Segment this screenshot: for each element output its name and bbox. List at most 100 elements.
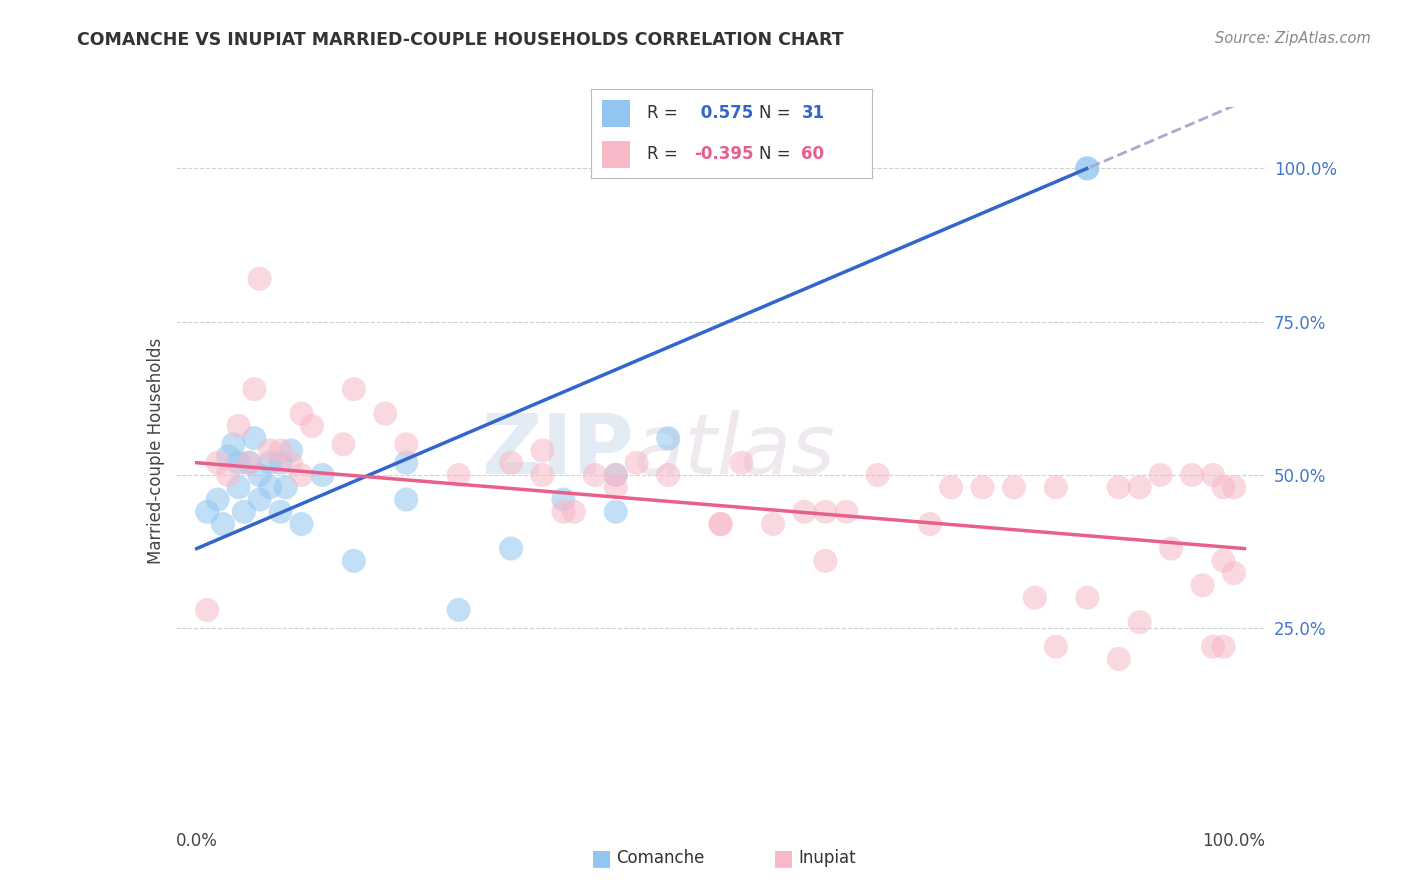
Point xyxy=(605,467,627,482)
Point xyxy=(290,467,312,482)
Text: N =: N = xyxy=(759,104,796,122)
Point xyxy=(395,456,418,470)
Point xyxy=(1181,467,1204,482)
Point xyxy=(395,437,418,451)
Point xyxy=(499,456,522,470)
Point xyxy=(762,517,785,532)
Point xyxy=(1160,541,1182,556)
Point xyxy=(343,554,366,568)
Point xyxy=(259,480,281,494)
Point xyxy=(217,467,239,482)
Point xyxy=(814,505,837,519)
Point xyxy=(301,419,323,434)
Point xyxy=(238,456,260,470)
Point xyxy=(939,480,962,494)
Text: 0.0%: 0.0% xyxy=(176,831,218,850)
Point xyxy=(228,419,250,434)
Text: R =: R = xyxy=(647,145,683,163)
Point xyxy=(553,492,575,507)
Point xyxy=(447,467,470,482)
Text: atlas: atlas xyxy=(633,410,835,491)
Point xyxy=(1202,640,1225,654)
Point xyxy=(531,443,554,458)
Point xyxy=(232,505,254,519)
Point xyxy=(1223,480,1246,494)
Point xyxy=(311,467,333,482)
Point xyxy=(583,467,606,482)
Point xyxy=(835,505,858,519)
Point xyxy=(1129,480,1152,494)
Point xyxy=(1076,161,1098,176)
Point xyxy=(1212,480,1234,494)
Point xyxy=(657,431,679,445)
Point xyxy=(270,505,292,519)
Point xyxy=(270,456,292,470)
Point xyxy=(972,480,994,494)
Point xyxy=(343,382,366,396)
Point xyxy=(710,517,733,532)
Point xyxy=(243,382,266,396)
Point xyxy=(222,437,245,451)
Text: 0.575: 0.575 xyxy=(695,104,752,122)
Point xyxy=(238,456,260,470)
Point xyxy=(274,480,297,494)
Point xyxy=(207,456,229,470)
Point xyxy=(1129,615,1152,630)
Point xyxy=(605,480,627,494)
Text: N =: N = xyxy=(759,145,796,163)
Point xyxy=(228,456,250,470)
Text: Inupiat: Inupiat xyxy=(799,849,856,867)
Text: Source: ZipAtlas.com: Source: ZipAtlas.com xyxy=(1215,31,1371,46)
Point xyxy=(1202,467,1225,482)
Point xyxy=(217,450,239,464)
Point xyxy=(626,456,648,470)
Point xyxy=(290,517,312,532)
Point xyxy=(710,517,733,532)
Point xyxy=(195,603,218,617)
Point xyxy=(730,456,752,470)
Text: 31: 31 xyxy=(801,104,824,122)
Point xyxy=(1045,480,1067,494)
Point xyxy=(1212,554,1234,568)
FancyBboxPatch shape xyxy=(602,100,630,127)
Point xyxy=(374,407,396,421)
Point xyxy=(531,467,554,482)
Point xyxy=(1045,640,1067,654)
Point xyxy=(212,517,235,532)
Text: ZIP: ZIP xyxy=(481,410,633,491)
Point xyxy=(207,492,229,507)
Point xyxy=(1108,480,1130,494)
Point xyxy=(1212,640,1234,654)
Point xyxy=(1002,480,1025,494)
Point xyxy=(1108,652,1130,666)
Point xyxy=(228,480,250,494)
Point xyxy=(270,443,292,458)
Point xyxy=(1076,161,1098,176)
Point xyxy=(243,431,266,445)
Point xyxy=(249,492,271,507)
Point xyxy=(1024,591,1046,605)
Point xyxy=(259,456,281,470)
Point xyxy=(290,407,312,421)
Point xyxy=(553,505,575,519)
Text: -0.395: -0.395 xyxy=(695,145,754,163)
Point xyxy=(814,554,837,568)
Point xyxy=(280,456,302,470)
Point xyxy=(562,505,585,519)
Text: Comanche: Comanche xyxy=(616,849,704,867)
Point xyxy=(1223,566,1246,581)
Point xyxy=(605,505,627,519)
Point xyxy=(920,517,942,532)
Point xyxy=(195,505,218,519)
Point xyxy=(249,467,271,482)
Text: R =: R = xyxy=(647,104,683,122)
Point xyxy=(1076,591,1098,605)
Point xyxy=(657,467,679,482)
Point xyxy=(866,467,889,482)
Point xyxy=(280,443,302,458)
Text: COMANCHE VS INUPIAT MARRIED-COUPLE HOUSEHOLDS CORRELATION CHART: COMANCHE VS INUPIAT MARRIED-COUPLE HOUSE… xyxy=(77,31,844,49)
Y-axis label: Married-couple Households: Married-couple Households xyxy=(146,337,165,564)
Point xyxy=(1191,578,1213,592)
Point xyxy=(793,505,815,519)
Text: ■: ■ xyxy=(773,848,794,868)
